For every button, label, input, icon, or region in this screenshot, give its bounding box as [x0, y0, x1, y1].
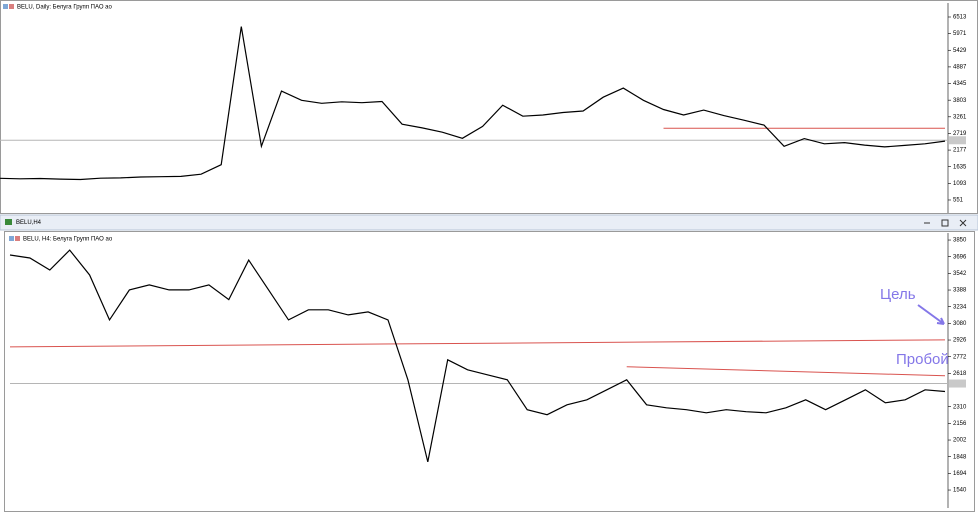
- y-tick-label: 2618: [953, 371, 967, 377]
- window-title: BELU,H4: [16, 220, 42, 226]
- trend-line: [626, 366, 946, 377]
- y-tick-label: 3234: [953, 304, 967, 310]
- y-tick-label: 551: [953, 198, 964, 204]
- annotation-arrow: [917, 304, 945, 325]
- chart-icon: [9, 236, 14, 241]
- chart-title: BELU, H4: Белуга Групп ПАО ао: [23, 237, 113, 243]
- price-line-series: [0, 26, 946, 181]
- y-tick-label: 5971: [953, 31, 967, 37]
- y-tick-label: 5429: [953, 48, 967, 54]
- bottom-chart-frame: [4, 231, 975, 512]
- annotation: Пробой: [896, 351, 949, 368]
- y-tick-label: 3803: [953, 98, 967, 104]
- y-tick-label: 3080: [953, 321, 967, 327]
- y-tick-label: 3388: [953, 288, 967, 294]
- y-tick-label: 3696: [953, 254, 967, 260]
- y-tick-label: 4345: [953, 81, 967, 87]
- y-tick-label: 2002: [953, 438, 967, 444]
- annotation: Цель: [880, 286, 916, 303]
- y-tick-label: 2719: [953, 131, 967, 137]
- chart-title: BELU, Daily: Белуга Групп ПАО ао: [17, 5, 113, 11]
- y-tick-label: 1635: [953, 164, 967, 170]
- price-line-series: [9, 249, 946, 463]
- y-tick-label: 4887: [953, 64, 967, 70]
- y-tick-label: 3261: [953, 114, 967, 120]
- chart-icon: [9, 4, 14, 9]
- window-icon: [5, 219, 12, 225]
- y-tick-label: 2177: [953, 148, 967, 154]
- y-tick-label: 6513: [953, 15, 967, 21]
- y-tick-label: 1540: [953, 488, 967, 494]
- y-tick-label: 3850: [953, 238, 967, 244]
- chart-icon: [15, 236, 20, 241]
- price-label-box: [949, 379, 966, 388]
- y-tick-label: 2772: [953, 354, 967, 360]
- price-label-box: [949, 136, 966, 145]
- y-tick-label: 1848: [953, 454, 967, 460]
- y-tick-label: 1093: [953, 181, 967, 187]
- y-tick-label: 1694: [953, 471, 967, 477]
- close-button[interactable]: [959, 219, 967, 227]
- trend-line: [9, 339, 946, 348]
- y-tick-label: 2156: [953, 421, 967, 427]
- y-tick-label: 2310: [953, 404, 967, 410]
- y-tick-label: 2926: [953, 338, 967, 344]
- window-titlebar: [0, 214, 978, 231]
- maximize-button[interactable]: [941, 219, 949, 227]
- y-tick-label: 3542: [953, 271, 967, 277]
- chart-icon: [3, 4, 8, 9]
